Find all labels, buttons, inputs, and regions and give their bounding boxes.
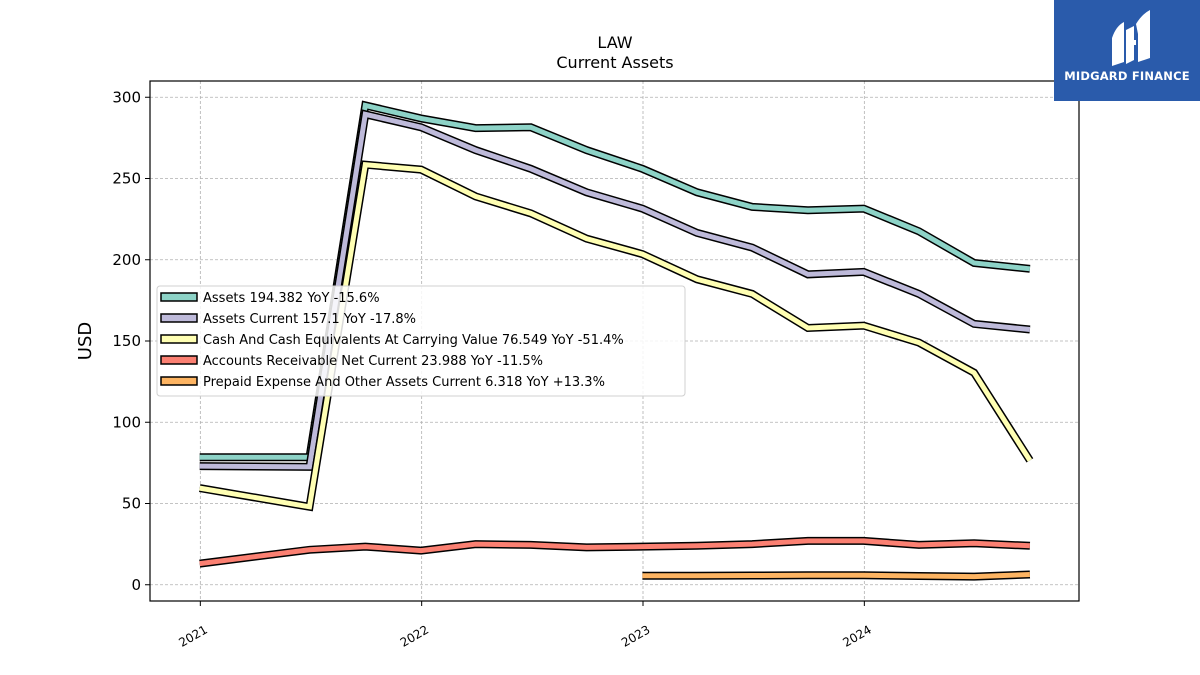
series-line-2 xyxy=(199,109,1031,471)
legend-label: Assets 194.382 YoY -15.6% xyxy=(203,291,380,306)
series-line-3 xyxy=(199,160,1034,512)
legend-label: Prepaid Expense And Other Assets Current… xyxy=(203,375,605,390)
series-stroke xyxy=(199,538,1031,567)
y-tick-label: 300 xyxy=(112,88,141,106)
x-tick-label: 2023 xyxy=(619,622,652,649)
legend-item: Prepaid Expense And Other Assets Current… xyxy=(160,375,605,390)
legend-box xyxy=(156,285,686,397)
chart-title: LAW xyxy=(597,33,632,52)
axis-ticks: 0 50 100 150 200 250 300 2021 2022 2023 2024 xyxy=(112,88,873,650)
logo-mark-icon xyxy=(1112,10,1150,66)
series-lines xyxy=(199,100,1034,581)
series-stroke xyxy=(199,162,1033,510)
logo-wordmark: MIDGARD FINANCE xyxy=(1064,69,1190,83)
x-tick-label: 2022 xyxy=(398,622,431,649)
y-tick-label: 0 xyxy=(131,576,141,594)
legend-swatch xyxy=(160,355,198,365)
y-tick-label: 200 xyxy=(112,251,141,269)
series-line-1 xyxy=(199,100,1031,462)
y-tick-label: 50 xyxy=(122,495,141,513)
legend-item: Accounts Receivable Net Current 23.988 Y… xyxy=(160,354,543,369)
legend-label: Cash And Cash Equivalents At Carrying Va… xyxy=(203,333,624,348)
brand-logo: MIDGARD FINANCE xyxy=(1054,0,1200,101)
legend-label: Accounts Receivable Net Current 23.988 Y… xyxy=(203,354,543,369)
x-tick-label: 2021 xyxy=(176,622,209,649)
y-tick-label: 100 xyxy=(112,413,141,431)
x-tick-label: 2024 xyxy=(840,622,873,649)
legend-item: Assets 194.382 YoY -15.6% xyxy=(160,291,380,306)
series-line-5 xyxy=(642,570,1031,581)
series-stroke xyxy=(199,102,1031,460)
y-tick-label: 150 xyxy=(112,332,141,350)
series-stroke xyxy=(199,111,1031,470)
legend-label: Assets Current 157.1 YoY -17.8% xyxy=(203,312,416,327)
legend-item: Assets Current 157.1 YoY -17.8% xyxy=(160,312,416,327)
legend-swatch xyxy=(160,334,198,344)
legend-swatch xyxy=(160,313,198,323)
legend-swatch xyxy=(160,376,198,386)
legend-item: Cash And Cash Equivalents At Carrying Va… xyxy=(160,333,624,348)
series-line-4 xyxy=(199,536,1031,568)
legend: Assets 194.382 YoY -15.6% Assets Current … xyxy=(156,285,686,397)
y-tick-label: 250 xyxy=(112,170,141,188)
series-stroke xyxy=(642,572,1030,580)
legend-swatch xyxy=(160,292,198,302)
y-axis-label: USD xyxy=(75,322,96,360)
chart-subtitle: Current Assets xyxy=(556,53,673,72)
